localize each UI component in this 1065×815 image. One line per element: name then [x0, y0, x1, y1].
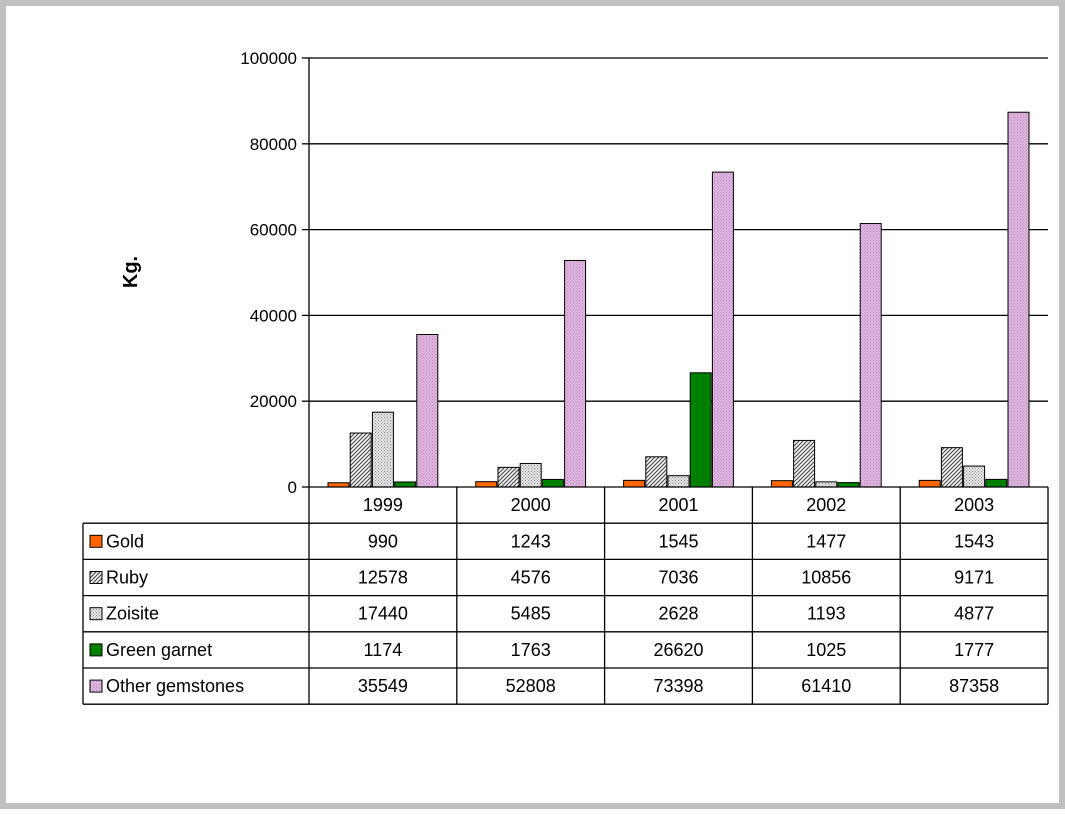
data-label: 17440 — [358, 604, 408, 624]
data-label: 73398 — [653, 676, 703, 696]
y-tick-label: 40000 — [250, 306, 297, 325]
data-label: 4877 — [954, 604, 994, 624]
data-label: 87358 — [949, 676, 999, 696]
bar-ruby-2002 — [793, 439, 816, 488]
y-tick-label: 100000 — [240, 49, 297, 68]
data-label: 9171 — [954, 568, 994, 588]
legend-swatch-zoisite — [89, 607, 103, 621]
data-label: 5485 — [511, 604, 551, 624]
legend-label: Green garnet — [106, 640, 212, 660]
bar-green-garnet-1999 — [394, 481, 417, 488]
bars — [327, 111, 1030, 488]
bar-zoisite-2003 — [963, 465, 986, 488]
category-label: 1999 — [363, 495, 403, 515]
bar-gold-2002 — [770, 480, 793, 488]
y-tick-label: 60000 — [250, 221, 297, 240]
category-label: 2001 — [658, 495, 698, 515]
data-label: 26620 — [653, 640, 703, 660]
legend-label: Gold — [106, 531, 144, 551]
data-label: 2628 — [658, 604, 698, 624]
legend-swatch-other-gemstones — [89, 679, 103, 693]
data-label: 1243 — [511, 531, 551, 551]
bar-zoisite-2000 — [519, 462, 542, 488]
bar-green-garnet-2000 — [541, 478, 564, 488]
data-label: 990 — [368, 531, 398, 551]
bar-other-gemstones-1999 — [416, 333, 439, 488]
bar-gold-2000 — [475, 481, 498, 488]
bar-other-gemstones-2003 — [1007, 111, 1030, 488]
data-table: 1999 2000 2001 2002 2003 Gold 990 1243 1545 1477 1… — [82, 486, 1049, 705]
category-label: 2000 — [511, 495, 551, 515]
data-label: 1174 — [364, 640, 403, 660]
data-label: 12578 — [358, 568, 408, 588]
data-label: 1193 — [807, 604, 846, 624]
data-label: 4576 — [511, 568, 551, 588]
gridlines — [309, 57, 1048, 402]
bar-gold-2001 — [623, 479, 646, 488]
legend-label: Other gemstones — [106, 676, 244, 696]
legend-swatch-green-garnet — [89, 643, 103, 657]
data-label: 1025 — [806, 640, 846, 660]
y-tick-label: 20000 — [250, 392, 297, 411]
y-tick-label: 0 — [288, 478, 297, 497]
bar-green-garnet-2003 — [985, 478, 1008, 488]
legend-swatch-ruby — [89, 571, 103, 584]
data-label: 35549 — [358, 676, 408, 696]
data-label: 7036 — [658, 568, 698, 588]
bar-green-garnet-2001 — [689, 372, 712, 488]
bar-zoisite-2002 — [815, 481, 838, 488]
bar-green-garnet-2002 — [837, 482, 860, 488]
data-label: 52808 — [506, 676, 556, 696]
y-axis-label: Kg. — [120, 256, 142, 288]
data-label: 1543 — [954, 531, 994, 551]
legend-label: Zoisite — [106, 604, 159, 624]
category-label: 2003 — [954, 495, 994, 515]
legend-label: Ruby — [106, 568, 148, 588]
data-label: 10856 — [801, 568, 851, 588]
data-label: 61410 — [801, 676, 851, 696]
bar-ruby-2000 — [497, 466, 520, 488]
bar-zoisite-1999 — [371, 411, 394, 488]
y-tick-label: 80000 — [250, 135, 297, 154]
data-label: 1477 — [806, 531, 846, 551]
bar-other-gemstones-2000 — [564, 259, 587, 488]
bar-ruby-1999 — [349, 432, 372, 488]
bar-ruby-2001 — [645, 456, 668, 488]
axes: 0 20000 40000 60000 80000 100000 — [240, 49, 310, 497]
bar-ruby-2003 — [940, 447, 963, 488]
data-label: 1777 — [954, 640, 994, 660]
category-label: 2002 — [806, 495, 846, 515]
bar-other-gemstones-2002 — [859, 223, 882, 488]
chart: 0 20000 40000 60000 80000 100000 1999 2000 2001… — [82, 49, 1049, 705]
data-label: 1763 — [511, 640, 551, 660]
bar-other-gemstones-2001 — [711, 171, 734, 488]
bar-gold-2003 — [918, 479, 941, 488]
data-label: 1545 — [658, 531, 698, 551]
legend-swatch-gold — [89, 534, 103, 548]
bar-zoisite-2001 — [667, 475, 690, 488]
